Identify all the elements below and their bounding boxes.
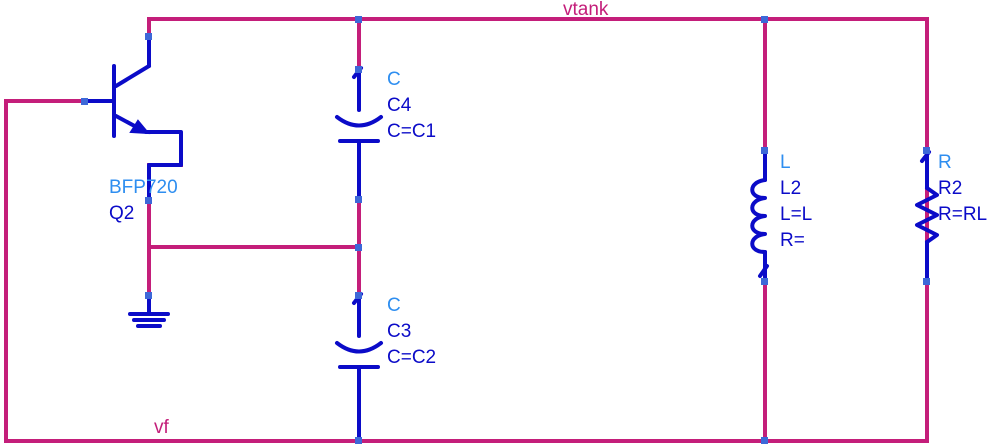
capacitor-c3-icon[interactable] bbox=[335, 292, 383, 443]
junction-dot bbox=[761, 437, 768, 444]
inductor-icon[interactable] bbox=[750, 148, 769, 284]
junction-dot bbox=[355, 16, 362, 23]
c3-param-label: C=C2 bbox=[387, 347, 436, 368]
junction-dot bbox=[355, 196, 362, 203]
l2-param-r-label: R= bbox=[780, 230, 805, 251]
r2-param-label: R=RL bbox=[938, 204, 987, 225]
c4-type-label: C bbox=[387, 69, 401, 90]
net-label-top: vtank bbox=[563, 0, 609, 20]
junction-dot bbox=[145, 197, 152, 204]
net-label-bottom: vf bbox=[154, 417, 170, 438]
junction-dot bbox=[923, 147, 930, 154]
r2-instance-label: R2 bbox=[938, 178, 962, 199]
l2-instance-label: L2 bbox=[780, 178, 801, 199]
c4-instance-label: C4 bbox=[387, 95, 412, 116]
junction-dot bbox=[761, 16, 768, 23]
npn-transistor-icon[interactable] bbox=[82, 35, 183, 202]
c3-instance-label: C3 bbox=[387, 321, 411, 342]
l2-type-label: L bbox=[780, 152, 791, 173]
junction-dot bbox=[145, 33, 152, 40]
l2-param-l-label: L=L bbox=[780, 204, 812, 225]
pin-markers bbox=[81, 16, 930, 444]
ground-icon[interactable] bbox=[128, 294, 170, 328]
junction-dot bbox=[761, 147, 768, 154]
junction-dot bbox=[355, 292, 362, 299]
junction-dot bbox=[355, 66, 362, 73]
junction-dot bbox=[355, 244, 362, 251]
r2-type-label: R bbox=[938, 152, 952, 173]
capacitor-c4-icon[interactable] bbox=[335, 66, 383, 202]
q2-type-label: BFP720 bbox=[109, 177, 178, 198]
junction-dot bbox=[923, 278, 930, 285]
junction-dot bbox=[81, 98, 88, 105]
junction-dot bbox=[355, 437, 362, 444]
c3-type-label: C bbox=[387, 295, 401, 316]
c4-param-label: C=C1 bbox=[387, 121, 436, 142]
junction-dot bbox=[761, 278, 768, 285]
q2-instance-label: Q2 bbox=[109, 203, 134, 224]
junction-dot bbox=[145, 292, 152, 299]
